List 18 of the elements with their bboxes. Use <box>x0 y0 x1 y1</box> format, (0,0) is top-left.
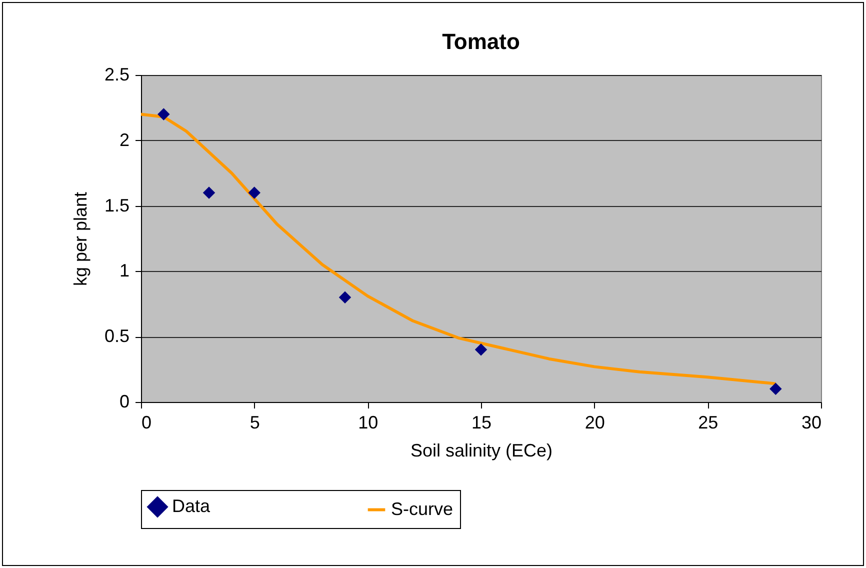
x-axis-title: Soil salinity (ECe) <box>410 440 553 460</box>
chart-title: Tomato <box>442 29 520 54</box>
x-tick-label: 0 <box>142 412 152 432</box>
y-tick-label: 1.5 <box>104 195 130 216</box>
y-tick-label: 2 <box>119 130 130 150</box>
x-tick-label: 10 <box>358 412 378 432</box>
legend-label: S-curve <box>391 498 454 519</box>
y-tick-label: 2.5 <box>104 64 130 84</box>
y-tick-label: 0.5 <box>104 326 130 346</box>
x-tick-label: 30 <box>801 412 822 432</box>
y-tick-label: 1 <box>119 260 130 281</box>
x-tick-label: 15 <box>471 412 492 432</box>
y-axis-title: kg per plant <box>70 192 90 286</box>
x-tick-label: 20 <box>584 412 605 432</box>
x-tick-label: 5 <box>250 412 260 432</box>
y-tick-label: 0 <box>119 392 130 412</box>
x-tick-label: 25 <box>698 412 718 432</box>
legend-label: Data <box>172 496 212 516</box>
